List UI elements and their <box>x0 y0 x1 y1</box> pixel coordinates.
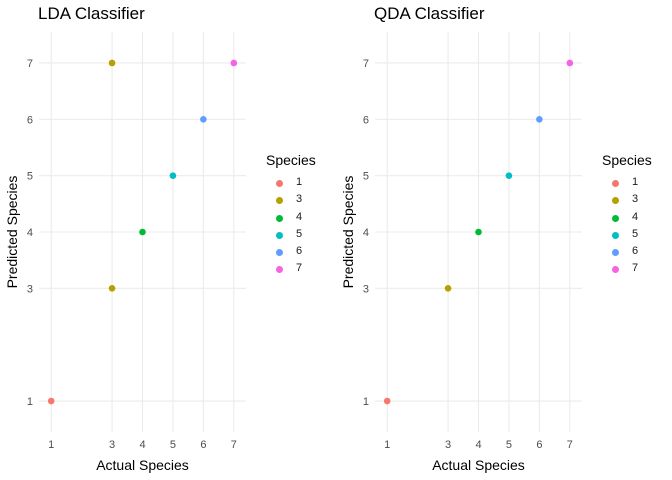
legend-label: 1 <box>296 176 303 188</box>
legend-key-dot <box>276 266 283 274</box>
x-axis-label: Actual Species <box>96 457 189 473</box>
legend-item: 7 <box>266 261 332 278</box>
legend-item: 4 <box>602 210 668 227</box>
y-tick-label: 7 <box>27 58 33 70</box>
y-tick-label: 3 <box>27 283 33 295</box>
legend-label: 6 <box>632 245 639 258</box>
data-point <box>108 285 116 292</box>
qda-chart-title: QDA Classifier <box>374 4 485 23</box>
legend-title: Species <box>602 152 652 168</box>
x-tick-label: 3 <box>109 439 115 451</box>
legend-item: 5 <box>602 227 668 244</box>
y-tick-label: 7 <box>363 58 369 70</box>
data-point <box>139 228 146 236</box>
y-tick-label: 4 <box>27 227 33 239</box>
data-point <box>536 116 543 123</box>
legend-item: 6 <box>602 244 668 261</box>
y-tick-label: 4 <box>363 227 369 239</box>
legend-item: 6 <box>266 244 332 261</box>
data-point <box>505 172 513 179</box>
data-point <box>475 228 482 236</box>
data-point <box>566 59 574 67</box>
x-tick-label: 1 <box>48 439 54 451</box>
legend-title: Species <box>266 152 316 168</box>
legend-label: 7 <box>296 262 303 275</box>
x-tick-label: 6 <box>536 439 542 451</box>
x-tick-label: 4 <box>139 439 145 451</box>
legend-key-dot <box>276 180 283 187</box>
legend-label: 7 <box>632 262 639 275</box>
y-axis-label: Predicted Species <box>4 176 20 289</box>
qda-legend: Species 1 3 4 5 6 7 <box>602 152 668 279</box>
legend-item: 3 <box>266 192 332 209</box>
x-tick-label: 6 <box>200 439 206 451</box>
legend-key-dot <box>276 197 283 205</box>
legend-item: 5 <box>266 227 332 244</box>
legend-key-dot <box>612 180 619 187</box>
legend-key-dot <box>276 231 283 239</box>
legend-label: 6 <box>296 245 303 258</box>
y-axis-label: Predicted Species <box>340 176 356 289</box>
y-tick-label: 5 <box>27 171 33 183</box>
legend-item: 1 <box>602 175 668 192</box>
y-tick-label: 3 <box>363 283 369 295</box>
legend-label: 5 <box>632 227 639 240</box>
y-tick-label: 6 <box>363 114 369 126</box>
legend-label: 3 <box>296 193 303 206</box>
lda-chart-title: LDA Classifier <box>38 4 145 23</box>
x-tick-label: 5 <box>506 439 512 451</box>
x-tick-label: 7 <box>567 439 573 451</box>
legend-key-dot <box>612 231 619 239</box>
data-point <box>169 172 177 179</box>
y-tick-label: 5 <box>363 171 369 183</box>
legend-item: 7 <box>602 261 668 278</box>
y-tick-label: 1 <box>363 396 369 408</box>
legend-key-dot <box>276 214 283 222</box>
data-point <box>383 397 391 405</box>
legend-label: 4 <box>632 210 639 223</box>
x-tick-label: 1 <box>384 439 390 451</box>
legend-item: 1 <box>266 175 332 192</box>
legend-key-dot <box>612 214 619 222</box>
legend-key-dot <box>612 249 619 257</box>
legend-label: 4 <box>296 210 303 223</box>
x-tick-label: 7 <box>231 439 237 451</box>
legend-label: 5 <box>296 227 303 240</box>
x-axis-label: Actual Species <box>432 457 525 473</box>
data-point <box>108 59 116 67</box>
legend-label: 1 <box>632 176 639 188</box>
legend-item: 4 <box>266 210 332 227</box>
legend-key-dot <box>612 197 619 205</box>
data-point <box>47 397 55 405</box>
data-point <box>444 285 452 292</box>
legend-key-dot <box>276 249 283 257</box>
x-tick-label: 4 <box>475 439 481 451</box>
data-point <box>200 116 207 123</box>
y-tick-label: 1 <box>27 396 33 408</box>
legend-label: 3 <box>632 193 639 206</box>
x-tick-label: 5 <box>170 439 176 451</box>
y-tick-label: 6 <box>27 114 33 126</box>
legend-key-dot <box>612 266 619 274</box>
x-tick-label: 3 <box>445 439 451 451</box>
lda-legend: Species 1 3 4 5 6 7 <box>266 152 332 279</box>
data-point <box>230 59 238 67</box>
legend-item: 3 <box>602 192 668 209</box>
